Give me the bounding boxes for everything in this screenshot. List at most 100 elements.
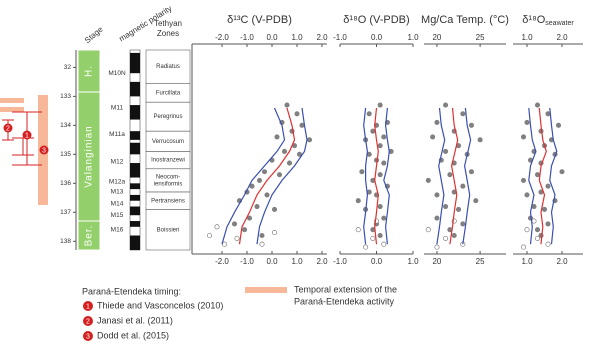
data-point: [473, 198, 479, 204]
x-tick-label: -2.0: [215, 257, 229, 266]
trend-line: [238, 107, 296, 245]
data-point: [254, 203, 260, 210]
zone-label: Pertransiens: [151, 198, 185, 204]
panel-title: δ¹⁸O (V-PDB): [343, 14, 409, 26]
data-point: [366, 111, 372, 117]
x-tick-label: 2.0: [556, 33, 568, 42]
data-point: [381, 160, 387, 166]
data-point: [443, 102, 449, 108]
zone-label: Radiatus: [156, 64, 180, 70]
data-point: [447, 172, 453, 178]
legend-marker: [83, 331, 93, 341]
data-point: [299, 122, 305, 128]
stage-box: [77, 220, 101, 251]
polarity-normal: [130, 142, 140, 155]
data-point: [531, 218, 537, 224]
chron-label: M15: [111, 212, 124, 219]
legend-label: Janasi et al. (2011): [97, 315, 173, 325]
x-tick-label: 20: [432, 257, 441, 266]
legend-label: Thiede and Vasconcelos (2010): [97, 300, 223, 310]
polarity-normal: [130, 221, 140, 227]
data-point: [359, 169, 365, 175]
stage-label: Ber.: [84, 225, 95, 247]
polarity-normal: [130, 206, 140, 216]
data-point: [281, 148, 288, 154]
legend-marker: [83, 316, 93, 326]
data-point: [434, 192, 440, 198]
legend-label: Temporal extension of the: [294, 284, 397, 294]
data-point: [294, 111, 300, 117]
legend-marker: [83, 301, 93, 311]
marker-number: 3: [42, 147, 46, 154]
data-point: [545, 183, 551, 189]
zone-label: Furcillata: [156, 90, 181, 96]
age-tick-label: 32: [64, 64, 72, 71]
data-point: [377, 203, 383, 210]
data-point: [541, 206, 548, 212]
data-point: [425, 227, 431, 233]
legend-number: 2: [86, 318, 90, 325]
data-point: [377, 102, 383, 108]
marker-circle: [22, 130, 32, 140]
data-point: [534, 227, 541, 233]
x-tick-label: 2.0: [556, 257, 568, 266]
x-tick-label: 2.0: [316, 257, 328, 266]
x-tick-label: 25: [476, 33, 485, 42]
data-point: [434, 215, 440, 221]
chron-label: M14: [111, 200, 124, 207]
data-point: [370, 235, 376, 241]
chron-label: M12a: [109, 179, 126, 186]
title-subscript: seawater: [545, 20, 574, 27]
data-point: [545, 221, 551, 227]
panel-title: δ¹³C (V-PDB): [227, 14, 292, 26]
stage-label: H.: [84, 65, 95, 77]
data-point: [524, 119, 530, 126]
chron-label: M10N: [108, 70, 126, 77]
data-point: [256, 177, 263, 183]
data-point: [524, 192, 530, 198]
data-point: [534, 235, 541, 241]
data-point: [306, 137, 313, 143]
zone-label: iensiformis: [154, 182, 183, 188]
legend-number: 3: [86, 333, 90, 340]
legend-label: Paraná-Etendeka activity: [294, 296, 395, 306]
data-point: [520, 177, 527, 183]
data-point: [355, 198, 361, 204]
x-tick-label: 25: [476, 257, 485, 266]
data-point: [362, 244, 369, 250]
title-text: Mg/Ca Temp. (°C): [421, 14, 509, 26]
data-point: [443, 148, 449, 154]
data-point: [455, 206, 462, 212]
marker-number: 2: [6, 125, 10, 132]
data-point: [377, 143, 383, 149]
polarity-normal: [130, 131, 140, 140]
x-tick-label: -1.0: [240, 257, 254, 266]
x-tick-label: -1.0: [333, 33, 347, 42]
zone-box: [145, 209, 191, 251]
column-header: Zones: [157, 29, 179, 38]
trend-line: [528, 107, 537, 245]
trend-line: [436, 107, 446, 245]
zone-label: Inostranzewi: [151, 158, 185, 164]
chron-label: M16: [111, 226, 124, 233]
trend-line: [363, 107, 369, 245]
x-tick-label: 0.0: [371, 257, 383, 266]
data-point: [284, 102, 290, 108]
age-tick-label: 133: [60, 93, 71, 100]
marker-circle: [3, 123, 13, 133]
x-tick-label: 1.0: [407, 257, 419, 266]
extension-bar: [0, 107, 24, 112]
age-tick-label: 136: [60, 180, 71, 187]
chron-label: M11: [111, 105, 124, 112]
data-point: [296, 151, 303, 157]
zone-label: Verrucosum: [152, 139, 184, 145]
data-point: [355, 227, 361, 233]
data-point: [524, 227, 530, 233]
panel-title: Mg/Ca Temp. (°C): [421, 14, 509, 26]
data-point: [534, 172, 541, 178]
data-point: [443, 203, 449, 210]
data-point: [381, 215, 387, 221]
data-point: [430, 134, 436, 140]
data-point: [520, 244, 527, 250]
panel-title: δ¹⁸Oseawater: [522, 14, 574, 27]
